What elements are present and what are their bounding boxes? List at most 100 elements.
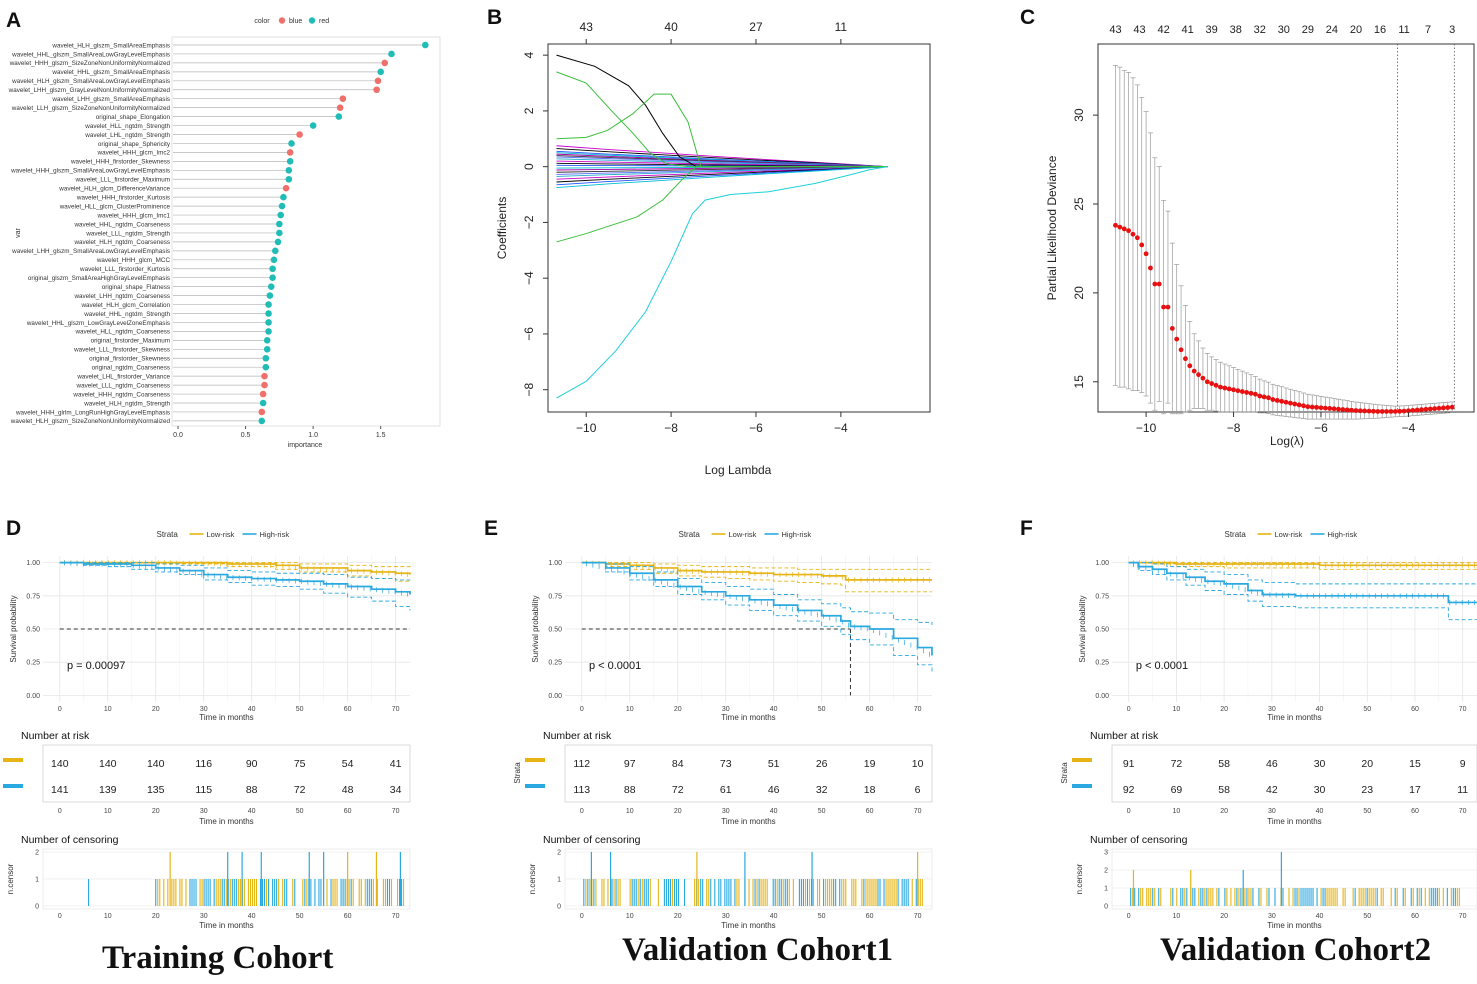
x-tick-label: −4: [834, 421, 848, 435]
caption-training-cohort: Training Cohort: [102, 940, 334, 976]
panel-letter-d: D: [6, 517, 21, 540]
x-tick-label: 10: [104, 808, 112, 815]
risk-count-high: 141: [51, 784, 69, 796]
p-value: p < 0.0001: [1136, 660, 1188, 672]
p-value: p = 0.00097: [67, 660, 125, 672]
panel-f-censor-bars: [1130, 852, 1460, 906]
importance-point: [263, 346, 271, 353]
x-tick-label: 70: [914, 706, 922, 713]
feature-label: wavelet_HHH_glszm_SizeZoneNonUniformityN…: [9, 60, 171, 67]
feature-label: wavelet_LLL_firstorder_Skewness: [73, 347, 170, 354]
x-axis-label: Log(λ): [1270, 434, 1304, 448]
top-tick-label: 32: [1254, 24, 1266, 36]
survival-curve-low-risk: [1128, 561, 1477, 567]
x-tick-label: 40: [248, 706, 256, 713]
feature-label: wavelet_LLL_firstorder_Maximum: [75, 177, 171, 184]
feature-label: wavelet_HHL_ngtdm_Strength: [83, 311, 170, 318]
legend-swatch-red: [308, 17, 316, 24]
feature-label: wavelet_HLH_glcm_DifferenceVariance: [58, 186, 170, 193]
y-tick-label: 0.50: [1095, 627, 1109, 634]
feature-label: wavelet_HHH_glcm_Imc2: [97, 150, 171, 157]
y-tick-label: 15: [1072, 375, 1086, 389]
x-tick-label: 50: [296, 913, 304, 920]
deviance-point: [1117, 224, 1123, 230]
x-tick-label: 60: [866, 913, 874, 920]
legend-title: color: [254, 18, 270, 25]
risk-count-high: 11: [1457, 784, 1468, 796]
panel-b-frame: [547, 43, 931, 413]
x-tick-label: 20: [674, 706, 682, 713]
censor-y-tick-label: 0: [557, 904, 561, 911]
censor-y-tick-label: 3: [1104, 850, 1108, 857]
deviance-point: [1222, 385, 1228, 391]
panel-c-plot: [1093, 44, 1455, 420]
x-axis-label: Time in months: [721, 713, 775, 722]
risk-count-low: 30: [1314, 758, 1326, 770]
panel-f-survival-plot: [1112, 556, 1477, 702]
feature-label: wavelet_HLH_ngtdm_Coarseness: [73, 239, 170, 246]
deviance-point: [1357, 408, 1363, 414]
risk-count-high: 92: [1123, 784, 1135, 796]
feature-label: original_shape_Elongation: [96, 114, 171, 121]
y-tick-label: 1.00: [26, 560, 40, 567]
feature-label: wavelet_HHH_glszm_SmallAreaLowGrayLevelE…: [10, 168, 170, 175]
risk-count-high: 46: [768, 784, 780, 796]
risk-count-low: 75: [294, 758, 306, 770]
y-tick-label: 1.00: [1095, 560, 1109, 567]
x-tick-label: 60: [1411, 913, 1419, 920]
risk-count-low: 51: [768, 758, 780, 770]
risk-count-low: 15: [1409, 758, 1421, 770]
deviance-point: [1440, 405, 1446, 411]
risk-count-high: 115: [195, 784, 212, 796]
top-tick-label: 43: [1133, 24, 1145, 36]
deviance-point: [1126, 228, 1132, 234]
x-axis-label: Time in months: [1267, 713, 1321, 722]
y-tick-label: −2: [522, 215, 536, 229]
legend-label: Low-risk: [207, 530, 235, 539]
risk-count-high: 69: [1171, 784, 1183, 796]
x-tick-label: −10: [1136, 421, 1157, 435]
feature-label: wavelet_LLL_ngtdm_Coarseness: [76, 382, 170, 389]
top-tick-label: 24: [1326, 24, 1338, 36]
deviance-point: [1134, 235, 1140, 241]
risk-count-low: 54: [342, 758, 354, 770]
confidence-upper-high-risk: [1128, 562, 1477, 585]
risk-count-low: 26: [816, 758, 828, 770]
panel-letter-f: F: [1020, 517, 1033, 540]
coefficient-path-black-1: [556, 54, 888, 168]
x-tick-label: 40: [1316, 913, 1324, 920]
y-tick-label: 30: [1072, 108, 1086, 122]
x-tick-label: 0: [1127, 913, 1131, 920]
feature-label: wavelet_LHL_ngtdm_Strength: [84, 132, 170, 139]
panel-letter-a: A: [6, 9, 21, 32]
importance-point: [263, 337, 271, 344]
panel-a-frame: [171, 36, 441, 427]
deviance-point: [1388, 409, 1394, 414]
risk-count-high: 18: [864, 784, 876, 796]
deviance-point: [1191, 368, 1197, 374]
censor-y-tick-label: 1: [1104, 886, 1108, 893]
deviance-point: [1353, 408, 1359, 413]
y-axis-label: Partial Likelihood Deviance: [1045, 155, 1059, 300]
censor-y-tick-label: 0: [35, 904, 39, 911]
x-axis-label: Time in months: [199, 817, 253, 826]
confidence-lower-high-risk: [581, 562, 933, 672]
deviance-point: [1274, 398, 1280, 403]
x-tick-label: 50: [818, 706, 826, 713]
panel-e-censor-bars: [583, 852, 923, 906]
deviance-point: [1287, 400, 1293, 406]
x-tick-label: 10: [626, 913, 634, 920]
x-tick-label: 20: [1220, 706, 1228, 713]
y-tick-label: 0.75: [26, 593, 40, 600]
legend-label: High-risk: [782, 530, 812, 539]
risk-count-low: 91: [1123, 758, 1135, 770]
x-tick-label: 0: [1127, 808, 1131, 815]
feature-label: wavelet_HHH_glrlm_LongRunHighGrayLevelEm…: [15, 409, 170, 416]
panel-d-censor-bars: [88, 852, 405, 906]
x-tick-label: 40: [1316, 808, 1324, 815]
coefficient-path-cyan-1: [556, 166, 888, 399]
risk-count-low: 41: [390, 758, 402, 770]
deviance-point: [1309, 404, 1315, 410]
feature-label: wavelet_HLH_ngtdm_Strength: [83, 400, 170, 407]
deviance-point: [1261, 394, 1267, 400]
